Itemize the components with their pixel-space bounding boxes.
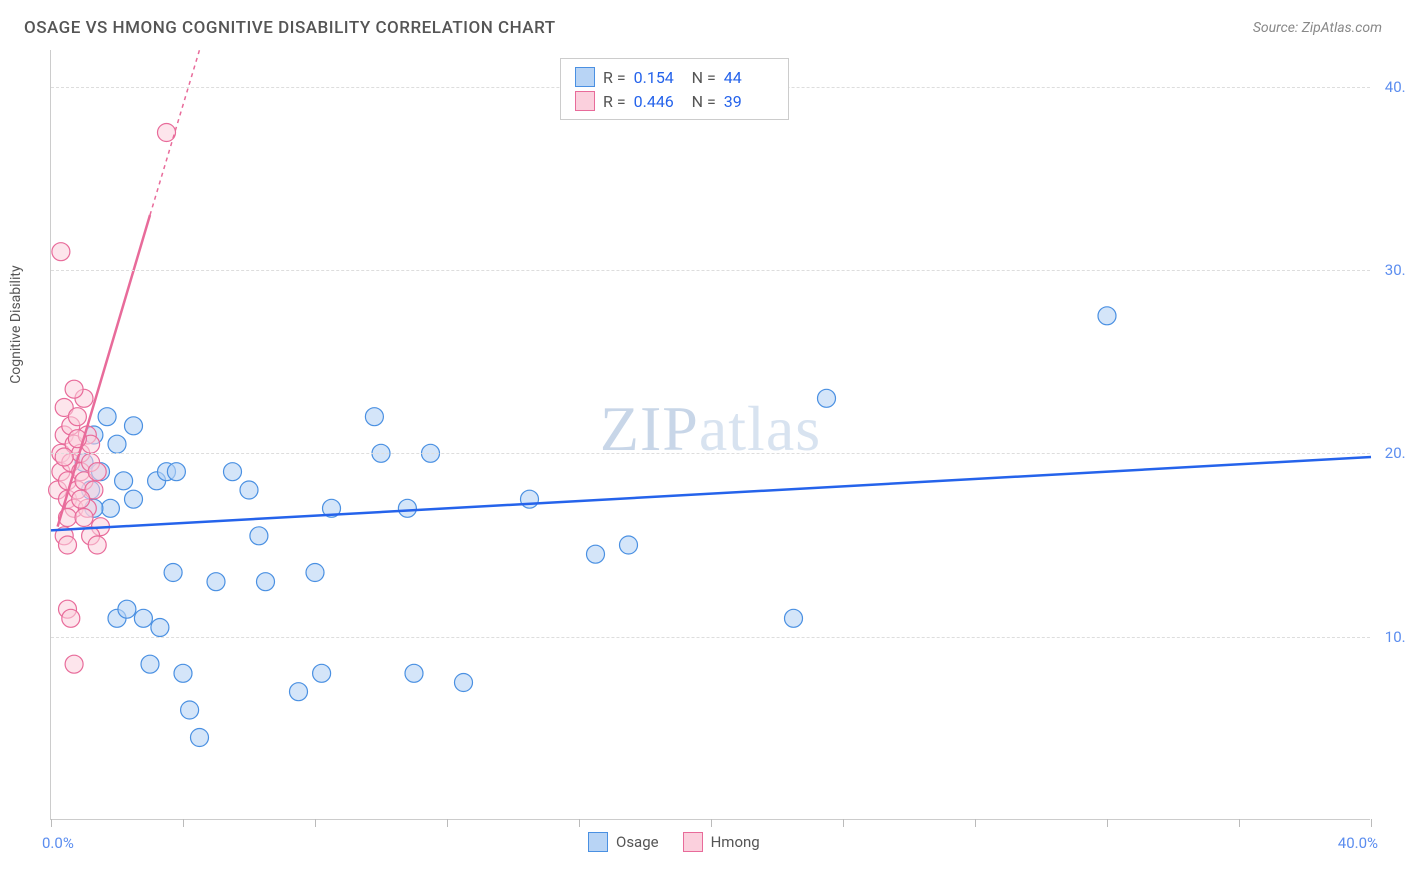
- legend-series-label: Hmong: [711, 833, 760, 851]
- data-point: [65, 655, 83, 673]
- plot-area: ZIPatlas 10.0%20.0%30.0%40.0%: [50, 50, 1370, 820]
- scatter-svg: [51, 50, 1370, 819]
- data-point: [55, 448, 73, 466]
- data-point: [88, 463, 106, 481]
- data-point: [115, 472, 133, 490]
- data-point: [785, 609, 803, 627]
- data-point: [306, 564, 324, 582]
- data-point: [818, 389, 836, 407]
- legend-swatch: [588, 832, 608, 852]
- data-point: [405, 664, 423, 682]
- legend-series-item: Osage: [588, 832, 659, 852]
- data-point: [98, 408, 116, 426]
- data-point: [72, 490, 90, 508]
- x-tick: [315, 819, 316, 827]
- legend-series-item: Hmong: [683, 832, 760, 852]
- y-tick-label: 20.0%: [1375, 444, 1406, 462]
- data-point: [620, 536, 638, 554]
- chart-header: OSAGE VS HMONG COGNITIVE DISABILITY CORR…: [24, 18, 1382, 38]
- x-tick: [183, 819, 184, 827]
- legend-r-value: 0.154: [634, 68, 684, 87]
- data-point: [398, 499, 416, 517]
- data-point: [191, 729, 209, 747]
- legend-stats-box: R = 0.154 N = 44 R = 0.446 N = 39: [560, 58, 789, 120]
- x-tick: [843, 819, 844, 827]
- data-point: [68, 408, 86, 426]
- legend-swatch: [683, 832, 703, 852]
- legend-swatch: [575, 67, 595, 87]
- x-tick: [51, 819, 52, 827]
- x-tick: [711, 819, 712, 827]
- data-point: [455, 674, 473, 692]
- legend-n-value: 39: [724, 92, 774, 111]
- data-point: [250, 527, 268, 545]
- y-axis-title: Cognitive Disability: [8, 265, 24, 383]
- x-tick: [447, 819, 448, 827]
- x-tick: [975, 819, 976, 827]
- x-max-label: 40.0%: [1338, 834, 1378, 852]
- legend-n-value: 44: [724, 68, 774, 87]
- data-point: [125, 490, 143, 508]
- data-point: [101, 499, 119, 517]
- gridline: [51, 270, 1370, 271]
- data-point: [141, 655, 159, 673]
- x-tick: [1107, 819, 1108, 827]
- gridline: [51, 453, 1370, 454]
- legend-n-label: N =: [692, 92, 716, 111]
- data-point: [134, 609, 152, 627]
- y-tick-label: 10.0%: [1375, 628, 1406, 646]
- legend-swatch: [575, 91, 595, 111]
- data-point: [240, 481, 258, 499]
- chart-title: OSAGE VS HMONG COGNITIVE DISABILITY CORR…: [24, 18, 556, 38]
- data-point: [52, 243, 70, 261]
- data-point: [365, 408, 383, 426]
- y-tick-label: 30.0%: [1375, 261, 1406, 279]
- data-point: [75, 509, 93, 527]
- data-point: [62, 609, 80, 627]
- data-point: [108, 435, 126, 453]
- data-point: [290, 683, 308, 701]
- legend-r-label: R =: [603, 92, 626, 111]
- legend-series-label: Osage: [616, 833, 659, 851]
- chart-source: Source: ZipAtlas.com: [1253, 20, 1382, 36]
- data-point: [257, 573, 275, 591]
- legend-series: Osage Hmong: [588, 832, 760, 852]
- legend-r-label: R =: [603, 68, 626, 87]
- x-tick: [579, 819, 580, 827]
- legend-stat-row: R = 0.446 N = 39: [575, 89, 774, 113]
- data-point: [313, 664, 331, 682]
- y-tick-label: 40.0%: [1375, 78, 1406, 96]
- x-tick: [1239, 819, 1240, 827]
- data-point: [174, 664, 192, 682]
- data-point: [1098, 307, 1116, 325]
- data-point: [88, 536, 106, 554]
- data-point: [118, 600, 136, 618]
- gridline: [51, 637, 1370, 638]
- data-point: [224, 463, 242, 481]
- data-point: [151, 619, 169, 637]
- data-point: [207, 573, 225, 591]
- data-point: [59, 536, 77, 554]
- legend-n-label: N =: [692, 68, 716, 87]
- legend-r-value: 0.446: [634, 92, 684, 111]
- data-point: [167, 463, 185, 481]
- data-point: [65, 380, 83, 398]
- legend-stat-row: R = 0.154 N = 44: [575, 65, 774, 89]
- data-point: [587, 545, 605, 563]
- x-tick: [1371, 819, 1372, 827]
- data-point: [125, 417, 143, 435]
- data-point: [158, 124, 176, 142]
- data-point: [181, 701, 199, 719]
- x-min-label: 0.0%: [42, 834, 74, 852]
- data-point: [164, 564, 182, 582]
- data-point: [521, 490, 539, 508]
